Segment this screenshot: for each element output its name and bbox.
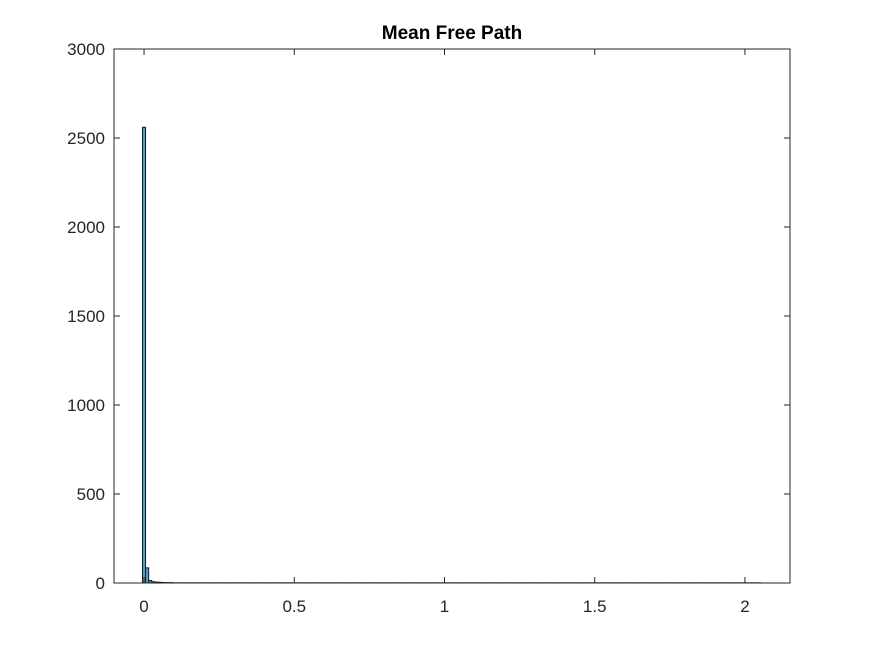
y-tick-label: 500: [77, 485, 105, 504]
y-tick-label: 2500: [67, 129, 105, 148]
y-tick-label: 0: [96, 574, 105, 593]
y-tick-label: 1000: [67, 396, 105, 415]
x-tick-label: 0.5: [282, 597, 306, 616]
axes-box: [113, 48, 791, 584]
chart-title: Mean Free Path: [382, 23, 522, 44]
y-axis: 0 500 1000 1500 2000 2500 3000: [67, 40, 790, 593]
y-tick-label: 3000: [67, 40, 105, 59]
histogram-bar: [141, 126, 147, 584]
x-axis: 0 0.5 1 1.5 2: [139, 49, 750, 616]
bars-group: [141, 126, 762, 584]
x-tick-label: 1.5: [583, 597, 607, 616]
y-tick-label: 2000: [67, 218, 105, 237]
x-tick-label: 2: [740, 597, 749, 616]
y-tick-label: 1500: [67, 307, 105, 326]
x-tick-label: 1: [440, 597, 449, 616]
x-tick-label: 0: [139, 597, 148, 616]
